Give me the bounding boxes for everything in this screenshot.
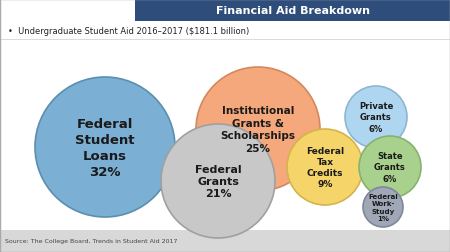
Text: Federal
Student
Loans
32%: Federal Student Loans 32% [75, 117, 135, 178]
Circle shape [196, 68, 320, 191]
Text: Federal
Tax
Credits
9%: Federal Tax Credits 9% [306, 146, 344, 188]
Bar [0, 230, 450, 252]
Text: •  Undergraduate Student Aid 2016–2017 ($181.1 billion): • Undergraduate Student Aid 2016–2017 ($… [8, 27, 249, 36]
Text: Private
Grants
6%: Private Grants 6% [359, 102, 393, 133]
Text: Source: The College Board, Trends in Student Aid 2017: Source: The College Board, Trends in Stu… [5, 239, 177, 243]
Circle shape [35, 78, 175, 217]
Text: Federal
Grants
21%: Federal Grants 21% [195, 164, 241, 199]
Bar [135, 0, 450, 22]
Circle shape [359, 137, 421, 198]
Circle shape [345, 87, 407, 148]
Text: State
Grants
6%: State Grants 6% [374, 152, 406, 183]
Circle shape [363, 187, 403, 227]
Text: Financial Aid Breakdown: Financial Aid Breakdown [216, 6, 369, 16]
Text: Federal
Work-
Study
1%: Federal Work- Study 1% [368, 193, 398, 221]
Text: Institutional
Grants &
Scholarships
25%: Institutional Grants & Scholarships 25% [220, 106, 296, 153]
Circle shape [161, 124, 275, 238]
Circle shape [287, 130, 363, 205]
